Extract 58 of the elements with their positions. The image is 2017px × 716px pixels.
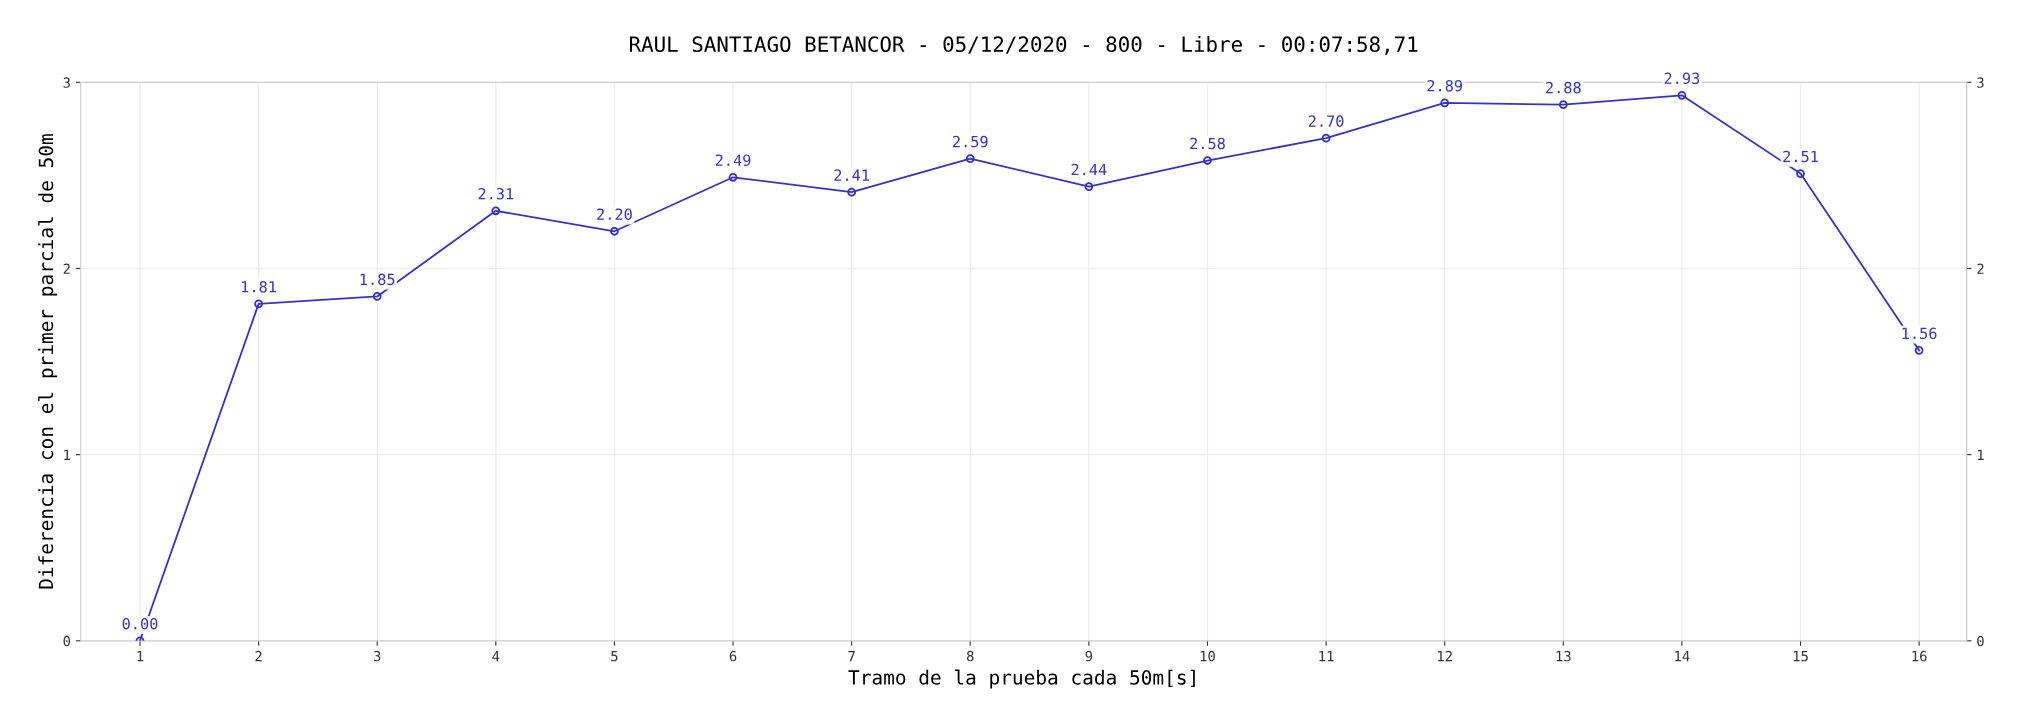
y-tick-label: 0: [63, 635, 71, 647]
data-label: 2.20: [597, 208, 632, 220]
x-tick-label: 8: [966, 650, 974, 662]
y2-tick-label: 0: [1977, 635, 1984, 647]
point: [1084, 182, 1094, 191]
x-axis-title: Tramo de la prueba cada 50m[s]: [848, 669, 1195, 689]
point: [847, 187, 857, 197]
y-tick-label: 2: [63, 263, 70, 274]
x-tick-label: 1: [137, 651, 144, 662]
data-label: 2.49: [715, 154, 751, 166]
y2-tick-label: 2: [1977, 263, 1984, 274]
data-label: 2.88: [1546, 81, 1581, 94]
point: [372, 292, 382, 301]
point: [1440, 98, 1450, 108]
x-tick-label: 5: [611, 651, 618, 662]
data-label: 2.51: [1783, 150, 1818, 163]
point: [610, 226, 619, 236]
point: [728, 172, 738, 182]
point: [1203, 156, 1212, 165]
x-tick-label: 16: [1912, 650, 1927, 662]
x-tick-label: 9: [1085, 650, 1093, 662]
data-label: 0.00: [122, 617, 158, 630]
data-label: 1.56: [1902, 327, 1937, 340]
data-label: 2.93: [1664, 72, 1700, 85]
x-tick-label: 10: [1200, 650, 1215, 662]
x-tick-label: 7: [848, 651, 855, 662]
data-label: 2.58: [1190, 137, 1225, 150]
data-label: 2.89: [1427, 79, 1463, 92]
x-tick-label: 15: [1793, 651, 1808, 662]
y-axis-title: Diferencia con el primer parcial de 50m: [38, 134, 58, 589]
data-label: 2.41: [834, 169, 869, 181]
x-tick-label: 11: [1319, 651, 1334, 662]
data-label: 1.81: [242, 281, 276, 293]
point: [1914, 346, 1924, 355]
point: [254, 299, 263, 309]
point: [1321, 133, 1331, 143]
x-tick-label: 12: [1438, 650, 1452, 662]
y-tick-label: 1: [64, 449, 71, 460]
data-label: 2.59: [952, 135, 988, 148]
x-tick-label: 13: [1556, 650, 1571, 662]
x-tick-label: 3: [373, 650, 381, 662]
data-label: 2.31: [478, 187, 514, 200]
data-label: 2.44: [1071, 163, 1107, 176]
point: [491, 206, 501, 216]
y2-tick-label: 1: [1977, 449, 1984, 460]
point: [1558, 100, 1568, 110]
point: [1796, 169, 1805, 178]
x-tick-label: 2: [255, 650, 262, 662]
x-tick-label: 4: [492, 651, 500, 662]
y-tick-label: 3: [63, 77, 70, 88]
y2-tick-label: 3: [1977, 77, 1984, 88]
x-tick-label: 14: [1675, 651, 1690, 662]
data-label: 1.85: [360, 273, 395, 286]
point: [1677, 90, 1687, 100]
chart-title: RAUL SANTIAGO BETANCOR - 05/12/2020 - 800 - Libre - 00:07:58,71: [630, 35, 1418, 55]
point: [965, 154, 975, 164]
x-tick-label: 6: [729, 650, 737, 662]
data-label: 2.70: [1308, 115, 1344, 127]
